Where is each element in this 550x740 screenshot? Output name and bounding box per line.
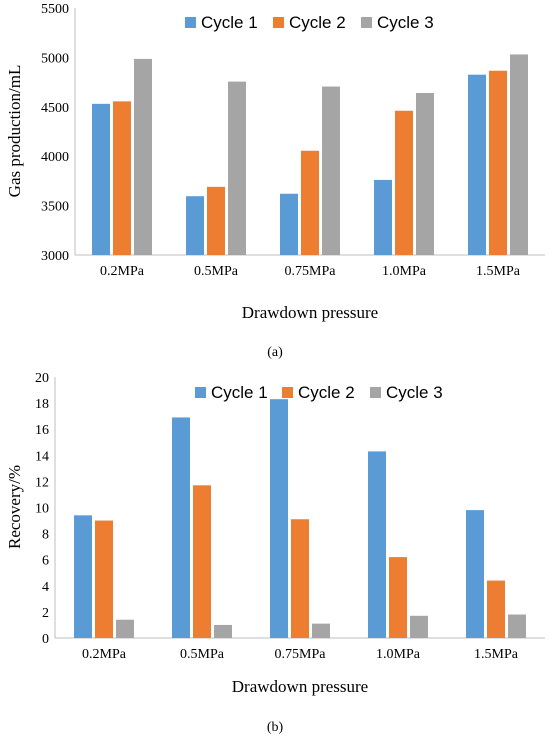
y-tick-label: 0 [42, 632, 49, 647]
legend-label: Cycle 3 [386, 383, 443, 402]
y-tick-label: 4 [42, 580, 49, 595]
bar-cycle-2-0-75mpa [301, 150, 319, 255]
bar-cycle-3-1-5mpa [508, 614, 526, 638]
y-tick-label: 5000 [41, 51, 69, 66]
y-tick-label: 5500 [41, 2, 69, 17]
legend-swatch [273, 17, 284, 28]
chart-panel-b: 0 2 4 6 8 10 12 14 16 18 20 0.2MPa 0.5MPa 0.75MPa 1.0M… [5, 371, 545, 735]
y-tick-label: 18 [35, 397, 49, 412]
legend-label: Cycle 2 [289, 13, 346, 32]
x-tick-label: 1.5MPa [476, 264, 521, 279]
bar-cycle-1-0-75mpa [280, 193, 298, 255]
y-tick-label: 3000 [41, 249, 69, 264]
bar-cycle-2-1-5mpa [487, 580, 505, 638]
bar-cycle-1-0-2mpa [74, 515, 92, 638]
legend-swatch [282, 387, 293, 398]
y-tick-label: 4500 [41, 101, 69, 116]
y-tick-label: 14 [35, 449, 49, 464]
bar-cycle-3-0-2mpa [134, 58, 152, 255]
y-axis-title: Gas production/mL [5, 65, 24, 198]
x-tick-label: 0.2MPa [82, 647, 127, 662]
chart-panel-a: 3000 3500 4000 4500 5000 5500 0.2MPa 0.5MPa 0.75… [5, 2, 545, 360]
legend-label: Cycle 1 [211, 383, 268, 402]
x-axis-title: Drawdown pressure [232, 677, 368, 696]
x-tick-label: 1.0MPa [382, 264, 427, 279]
y-tick-label: 2 [42, 606, 49, 621]
x-tick-label: 0.75MPa [275, 647, 327, 662]
y-tick-label: 12 [35, 475, 49, 490]
x-tick-label: 1.0MPa [376, 647, 421, 662]
bar-cycle-3-1-0mpa [410, 615, 428, 638]
panel-label: (b) [267, 720, 284, 735]
y-tick-label: 4000 [41, 150, 69, 165]
legend-swatch [195, 387, 206, 398]
bar-cycle-2-0-2mpa [95, 520, 113, 638]
bar-cycle-3-0-5mpa [214, 624, 232, 638]
x-tick-label: 0.5MPa [180, 647, 225, 662]
legend-swatch [370, 387, 381, 398]
bar-cycle-1-0-75mpa [270, 399, 288, 638]
y-tick-label: 8 [42, 528, 49, 543]
x-axis-title: Drawdown pressure [242, 303, 378, 322]
y-tick-label: 3500 [41, 200, 69, 215]
bar-cycle-2-0-5mpa [207, 186, 225, 255]
bar-cycle-3-0-75mpa [312, 623, 330, 638]
bar-cycle-3-1-0mpa [416, 92, 434, 255]
bar-cycle-1-1-5mpa [468, 74, 486, 255]
bar-cycle-1-1-0mpa [374, 179, 392, 255]
x-tick-label: 0.5MPa [194, 264, 239, 279]
panel-label: (a) [267, 345, 283, 360]
bar-cycle-1-0-5mpa [186, 196, 204, 255]
bar-cycle-2-0-2mpa [113, 101, 131, 255]
bar-cycle-1-0-2mpa [92, 103, 110, 255]
legend-swatch [185, 17, 196, 28]
bar-cycle-1-1-0mpa [368, 451, 386, 638]
y-tick-label: 6 [42, 554, 49, 569]
legend-label: Cycle 3 [377, 13, 434, 32]
legend-swatch [361, 17, 372, 28]
bar-cycle-2-1-0mpa [389, 557, 407, 638]
x-tick-label: 0.75MPa [285, 264, 337, 279]
bar-cycle-1-0-5mpa [172, 417, 190, 638]
y-axis-title: Recovery/% [5, 465, 24, 549]
y-tick-label: 20 [35, 371, 49, 386]
legend-label: Cycle 1 [201, 13, 258, 32]
bar-cycle-3-0-5mpa [228, 81, 246, 255]
bar-cycle-1-1-5mpa [466, 510, 484, 638]
bar-cycle-3-1-5mpa [510, 54, 528, 255]
bar-cycle-2-1-5mpa [489, 70, 507, 255]
bar-cycle-2-1-0mpa [395, 110, 413, 255]
x-tick-label: 1.5MPa [474, 647, 519, 662]
y-tick-label: 10 [35, 502, 49, 517]
bar-cycle-2-0-5mpa [193, 485, 211, 638]
bar-cycle-3-0-75mpa [322, 86, 340, 256]
bar-cycle-3-0-2mpa [116, 619, 134, 638]
legend-label: Cycle 2 [298, 383, 355, 402]
x-tick-label: 0.2MPa [100, 264, 145, 279]
bar-cycle-2-0-75mpa [291, 519, 309, 638]
y-tick-label: 16 [35, 423, 49, 438]
